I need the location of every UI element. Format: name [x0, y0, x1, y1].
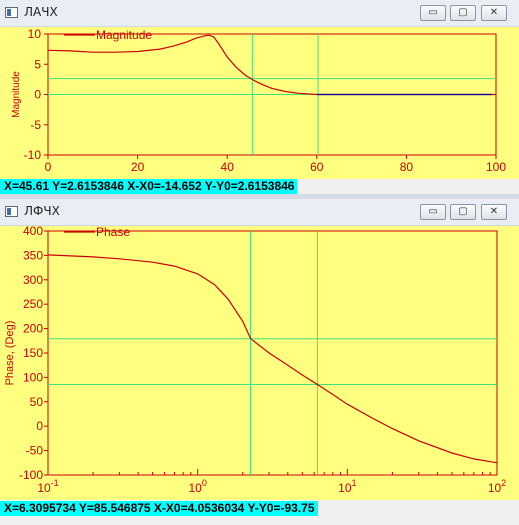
x-tick-label: 20 — [131, 160, 145, 174]
x-tick-label: 100 — [188, 478, 206, 495]
x-tick-label: 80 — [400, 160, 414, 174]
y-tick-label: 100 — [23, 370, 43, 384]
x-tick-label: 102 — [488, 478, 506, 495]
x-tick-label: 10-1 — [37, 478, 58, 495]
window-title: ЛАЧХ — [24, 5, 58, 19]
title-bar[interactable]: ЛАЧХ ▭ ▢ ✕ — [0, 0, 519, 27]
title-bar[interactable]: ЛФЧХ ▭ ▢ ✕ — [0, 199, 519, 226]
magnitude-series-line — [47, 34, 496, 96]
x-tick-label: 40 — [221, 160, 235, 174]
x-tick-label: 60 — [310, 160, 324, 174]
window-title: ЛФЧХ — [24, 204, 60, 218]
y-tick-label: 10 — [28, 27, 42, 41]
x-tick-label: 101 — [338, 478, 356, 495]
plot-frame — [47, 230, 498, 476]
phase-plot-area[interactable]: 400 350 300 250 200 150 100 50 0 -50 -100 10-1 100 10… — [0, 226, 519, 500]
y-tick-label: 400 — [23, 226, 43, 238]
cursor-status-bar: X=45.61 Y=2.6153846 X-X0=-14.652 Y-Y0=2.… — [0, 179, 298, 194]
window-app-icon — [5, 7, 18, 18]
y-tick-label: 350 — [23, 248, 43, 262]
y-tick-label: 0 — [34, 88, 41, 102]
y-axis-label: Phase, (Deg) — [4, 321, 16, 386]
legend-label: Phase — [96, 226, 130, 239]
window-app-icon — [5, 206, 18, 217]
y-tick-label: 250 — [23, 297, 43, 311]
y-tick-label: 200 — [23, 322, 43, 336]
y-tick-label: -10 — [24, 148, 42, 162]
minimize-button[interactable]: ▭ — [420, 5, 446, 21]
minimize-button[interactable]: ▭ — [420, 204, 446, 220]
window-divider — [0, 194, 519, 199]
cursor-status-bar: X=6.3095734 Y=85.546875 X-X0=4.0536034 Y… — [0, 501, 318, 516]
phase-series-line — [47, 254, 498, 464]
y-tick-label: 0 — [36, 419, 43, 433]
legend-label: Magnitude — [96, 28, 152, 42]
magnitude-plot-area[interactable]: 10 5 0 -5 -10 0 20 40 60 80 100 Magnitude Magnitude — [0, 27, 519, 179]
y-tick-label: -5 — [30, 118, 41, 132]
y-tick-label: -50 — [26, 444, 44, 458]
y-tick-label: 50 — [30, 395, 44, 409]
y-tick-label: 5 — [34, 57, 41, 71]
y-tick-label: 150 — [23, 346, 43, 360]
close-button[interactable]: ✕ — [481, 204, 507, 220]
y-tick-label: 300 — [23, 273, 43, 287]
y-axis-label: Magnitude — [11, 71, 22, 118]
maximize-button[interactable]: ▢ — [450, 204, 476, 220]
x-tick-label: 100 — [486, 160, 506, 174]
maximize-button[interactable]: ▢ — [450, 5, 476, 21]
y-tick-label: -100 — [19, 468, 43, 482]
x-tick-label: 0 — [45, 160, 52, 174]
close-button[interactable]: ✕ — [481, 5, 507, 21]
